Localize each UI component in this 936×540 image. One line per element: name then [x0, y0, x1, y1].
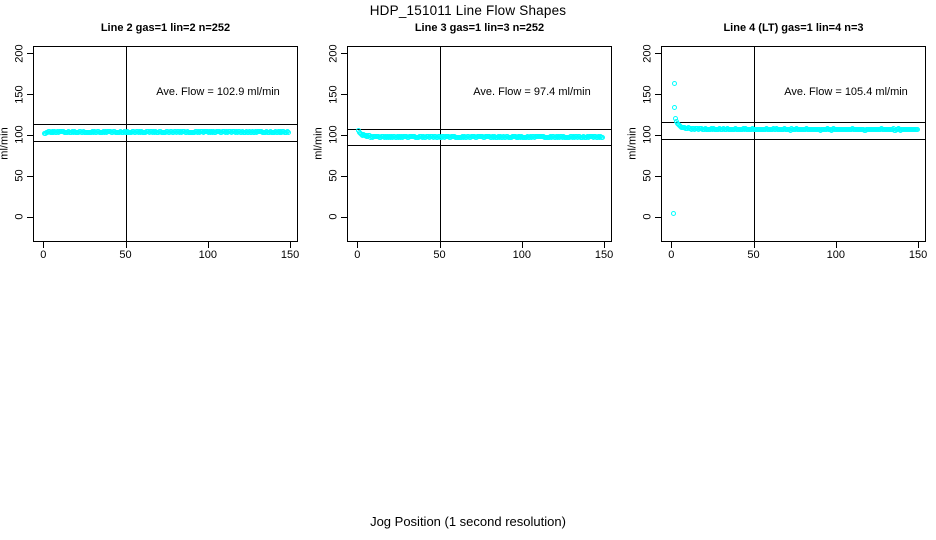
chart-title: HDP_151011 Line Flow Shapes [369, 3, 567, 18]
flow-limit-line [661, 122, 926, 123]
data-point [600, 134, 606, 140]
flow-limit-line [33, 124, 298, 125]
x-tick [918, 242, 919, 248]
x-tick-label: 50 [433, 249, 446, 261]
x-tick [126, 242, 127, 248]
x-tick-label: 100 [512, 249, 531, 261]
x-axis-title: Jog Position (1 second resolution) [370, 514, 566, 529]
y-tick [27, 217, 33, 218]
ave-flow-annotation: Ave. Flow = 105.4 ml/min [784, 86, 908, 98]
plot-area [347, 46, 612, 242]
x-tick [43, 242, 44, 248]
data-point [672, 104, 678, 110]
data-point [671, 81, 677, 87]
data-point [670, 211, 676, 217]
y-tick [27, 94, 33, 95]
y-tick-label: 0 [641, 213, 654, 220]
flow-limit-line [347, 129, 612, 130]
x-tick-label: 0 [668, 249, 675, 261]
flow-limit-line [661, 139, 926, 140]
plot-area [661, 46, 926, 242]
y-tick [341, 53, 347, 54]
x-tick-label: 150 [908, 249, 928, 261]
x-tick [671, 242, 672, 248]
x-tick [522, 242, 523, 248]
ave-flow-annotation: Ave. Flow = 97.4 ml/min [473, 86, 591, 98]
y-tick [341, 94, 347, 95]
y-tick [655, 176, 661, 177]
x-tick [208, 242, 209, 248]
y-tick [341, 217, 347, 218]
x-tick [754, 242, 755, 248]
vertical-reference-line [754, 46, 755, 242]
x-tick-label: 100 [198, 249, 217, 261]
ave-flow-annotation: Ave. Flow = 102.9 ml/min [156, 86, 280, 98]
vertical-reference-line [126, 46, 127, 242]
y-tick [655, 53, 661, 54]
vertical-reference-line [440, 46, 441, 242]
y-tick [655, 135, 661, 136]
data-point [286, 129, 292, 135]
y-axis-title: ml/min [626, 127, 639, 160]
y-tick-label: 100 [641, 125, 654, 145]
flow-limit-line [347, 145, 612, 146]
y-tick-label: 200 [327, 44, 340, 63]
x-tick-label: 0 [40, 249, 47, 261]
x-tick [440, 242, 441, 248]
y-axis-title: ml/min [0, 127, 11, 160]
y-tick [655, 94, 661, 95]
x-tick [604, 242, 605, 248]
y-tick-label: 50 [641, 169, 654, 182]
y-tick-label: 50 [13, 169, 26, 182]
plot-area [33, 46, 298, 242]
y-tick-label: 150 [327, 84, 340, 104]
y-tick-label: 50 [327, 169, 340, 182]
y-tick [27, 176, 33, 177]
y-tick-label: 150 [641, 84, 654, 104]
x-tick-label: 50 [747, 249, 760, 261]
flow-limit-line [33, 141, 298, 142]
x-tick [290, 242, 291, 248]
y-tick-label: 100 [13, 125, 26, 145]
y-tick [27, 135, 33, 136]
x-tick-label: 150 [594, 249, 614, 261]
y-tick [655, 217, 661, 218]
y-tick [27, 53, 33, 54]
x-tick-label: 150 [280, 249, 300, 261]
x-tick [836, 242, 837, 248]
panel-title: Line 3 gas=1 lin=3 n=252 [414, 22, 545, 34]
y-axis-title: ml/min [312, 127, 325, 160]
x-tick-label: 0 [354, 249, 361, 261]
panel-title: Line 4 (LT) gas=1 lin=4 n=3 [723, 22, 864, 34]
y-tick-label: 100 [327, 125, 340, 145]
y-tick-label: 200 [13, 44, 26, 63]
y-tick [341, 135, 347, 136]
x-tick-label: 100 [826, 249, 845, 261]
x-tick [357, 242, 358, 248]
panel-title: Line 2 gas=1 lin=2 n=252 [100, 22, 231, 34]
x-tick-label: 50 [119, 249, 132, 261]
y-tick-label: 0 [327, 213, 340, 220]
data-point [914, 127, 920, 133]
y-tick [341, 176, 347, 177]
y-tick-label: 150 [13, 84, 26, 104]
y-tick-label: 200 [641, 44, 654, 63]
y-tick-label: 0 [13, 213, 26, 220]
